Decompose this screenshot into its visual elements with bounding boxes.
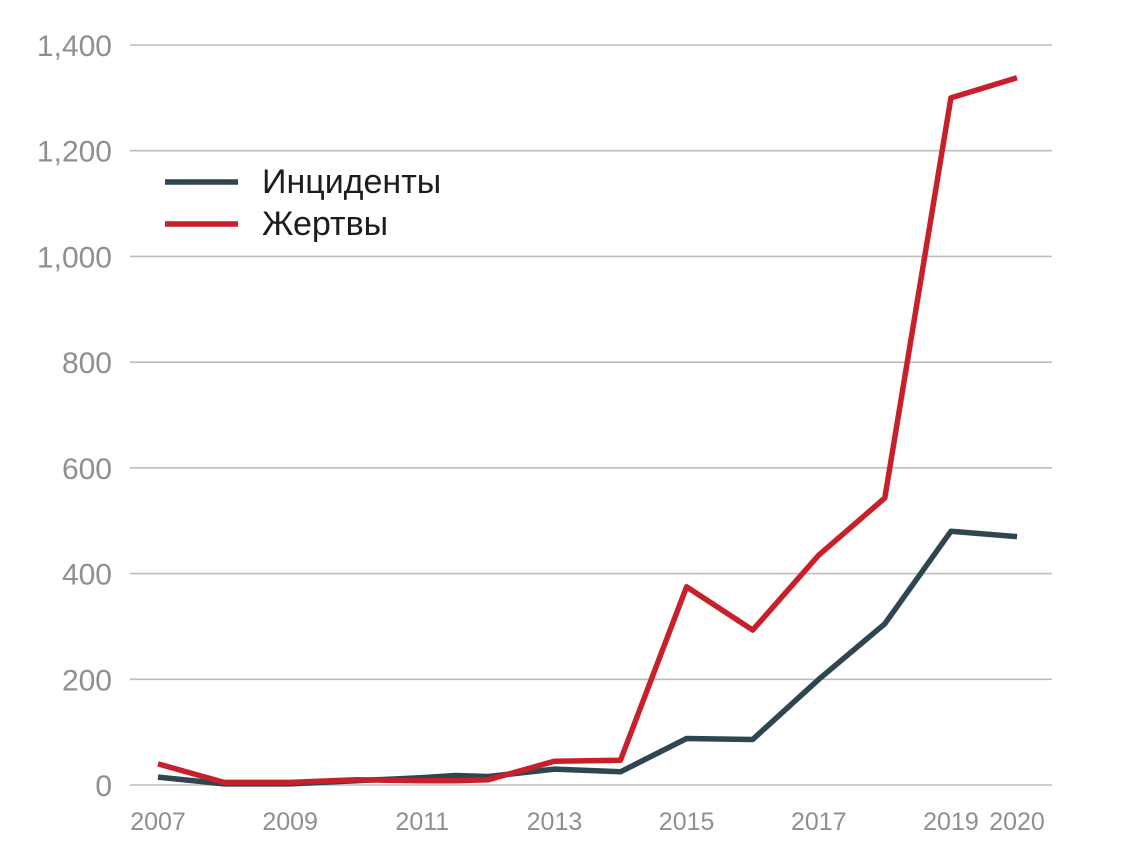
legend-label-victims: Жертвы bbox=[262, 205, 388, 243]
legend: Инциденты Жертвы bbox=[165, 163, 441, 243]
legend-label-incidents: Инциденты bbox=[262, 163, 441, 201]
y-tick-label: 200 bbox=[62, 664, 112, 697]
series-line-incidents bbox=[157, 528, 1018, 787]
x-axis-tick-labels: 2007 2009 2011 2013 2015 2017 2019 2020 bbox=[130, 808, 1045, 836]
x-tick-label: 2009 bbox=[262, 808, 318, 836]
y-tick-label: 0 bbox=[95, 770, 112, 803]
x-tick-label: 2020 bbox=[989, 808, 1045, 836]
y-tick-label: 600 bbox=[62, 453, 112, 486]
gridlines bbox=[130, 44, 1052, 786]
x-tick-label: 2011 bbox=[395, 808, 449, 836]
series-lines bbox=[157, 75, 1018, 787]
x-tick-label: 2013 bbox=[527, 808, 583, 836]
y-tick-label: 1,000 bbox=[37, 241, 112, 274]
x-tick-label: 2007 bbox=[130, 808, 186, 836]
y-tick-label: 400 bbox=[62, 559, 112, 592]
y-axis-tick-labels: 0 200 400 600 800 1,000 1,200 1,400 bbox=[37, 30, 112, 803]
y-tick-label: 1,400 bbox=[37, 30, 112, 63]
x-tick-label: 2017 bbox=[791, 808, 847, 836]
series-line-victims bbox=[157, 75, 1018, 786]
x-tick-label: 2019 bbox=[923, 808, 979, 836]
x-tick-label: 2015 bbox=[659, 808, 715, 836]
y-tick-label: 1,200 bbox=[37, 136, 112, 169]
y-tick-label: 800 bbox=[62, 347, 112, 380]
